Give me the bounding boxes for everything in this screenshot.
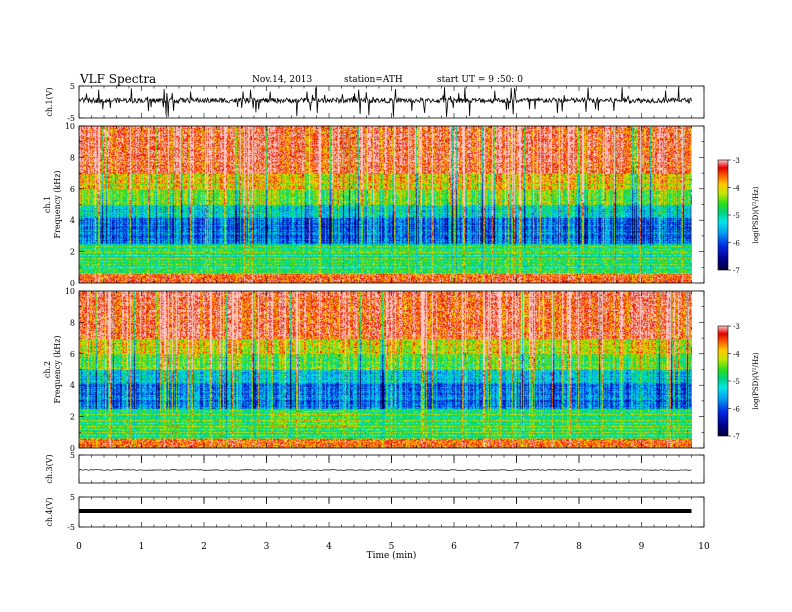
x-tick-label: 0	[76, 542, 82, 552]
ch2-spectrogram-ylabel-channel: ch.2	[43, 361, 52, 378]
ch1-spectrogram-y-tick-label: 8	[70, 153, 75, 162]
ch1-spectrogram-y-tick-label: 10	[65, 122, 75, 131]
x-tick-label: 5	[389, 542, 395, 552]
ch1-spectrogram-heatmap-image	[79, 126, 692, 283]
colorbar-2-tick-label: -3	[733, 323, 740, 331]
ch2-spectrogram-y-tick-label: 4	[70, 381, 75, 390]
x-tick-label: 1	[139, 542, 145, 552]
ch1-spectrogram-y-tick-label: 2	[70, 248, 75, 257]
colorbar-1-tick-label: -3	[733, 157, 740, 165]
ch3-waveform-ylabel: ch.3(V)	[45, 454, 54, 483]
ch2-spectrogram-y-tick-label: 6	[70, 350, 75, 359]
colorbar-1-tick-label: -4	[733, 185, 740, 193]
x-tick-label: 4	[326, 542, 332, 552]
ch4-waveform-y-tick-label: 5	[70, 493, 75, 502]
ch2-spectrogram-ylabel-frequency: Frequency (kHz)	[53, 335, 62, 403]
chart-title: VLF Spectra	[80, 72, 157, 86]
ch1-waveform-y-tick-label: 5	[70, 82, 75, 91]
colorbar-2-tick-label: -6	[733, 406, 740, 414]
x-axis-label: Time (min)	[367, 550, 417, 561]
ch4-waveform-ylabel: ch.4(V)	[45, 497, 54, 526]
colorbar-2-tick-label: -4	[733, 351, 740, 359]
ch4-waveform-trace	[79, 509, 692, 513]
ch1-spectrogram-y-tick-label: 6	[70, 185, 75, 194]
colorbar-1	[717, 159, 729, 271]
colorbar-1-tick-label: -7	[733, 267, 740, 275]
ch1-spectrogram-ylabel-frequency: Frequency (kHz)	[53, 170, 62, 238]
ch2-spectrogram-y-tick-label: 8	[70, 318, 75, 327]
colorbar-1-label: log(PSD)(V²/Hz)	[752, 186, 760, 243]
x-tick-label: 3	[264, 542, 270, 552]
ch2-spectrogram-heatmap-image	[79, 291, 692, 448]
colorbar-2	[717, 325, 729, 437]
colorbar-1-tick-label: -5	[733, 212, 740, 220]
ch1-spectrogram-y-tick-label: 4	[70, 216, 75, 225]
x-tick-label: 6	[451, 542, 457, 552]
ch1-waveform-y-tick-label: -5	[67, 114, 75, 123]
colorbar-2-label: log(PSD)(V²/Hz)	[752, 352, 760, 409]
x-tick-label: 8	[576, 542, 582, 552]
start-time-label: start UT = 9 :50: 0	[437, 75, 523, 85]
ch1-spectrogram-y-tick-label: 0	[70, 279, 75, 288]
x-tick-label: 2	[201, 542, 207, 552]
colorbar-1-tick-label: -6	[733, 240, 740, 248]
ch2-spectrogram-y-tick-label: 0	[70, 444, 75, 453]
colorbar-2-tick-label: -7	[733, 433, 740, 441]
ch3-waveform-trace	[78, 469, 692, 471]
date-label: Nov.14, 2013	[252, 75, 313, 85]
x-tick-label: 9	[639, 542, 645, 552]
x-tick-label: 10	[698, 542, 710, 552]
ch3-waveform-y-tick-label: 5	[70, 451, 75, 460]
ch4-waveform-y-tick-label: -5	[67, 523, 75, 532]
ch1-waveform-trace	[78, 87, 692, 117]
ch1-spectrogram-ylabel-channel: ch.1	[43, 196, 52, 213]
ch1-waveform-ylabel: ch.1(V)	[45, 87, 54, 116]
x-tick-label: 7	[514, 542, 520, 552]
ch2-spectrogram-y-tick-label: 2	[70, 413, 75, 422]
colorbar-2-tick-label: -5	[733, 378, 740, 386]
ch2-spectrogram-y-tick-label: 10	[65, 287, 75, 296]
station-label: station=ATH	[344, 75, 403, 85]
